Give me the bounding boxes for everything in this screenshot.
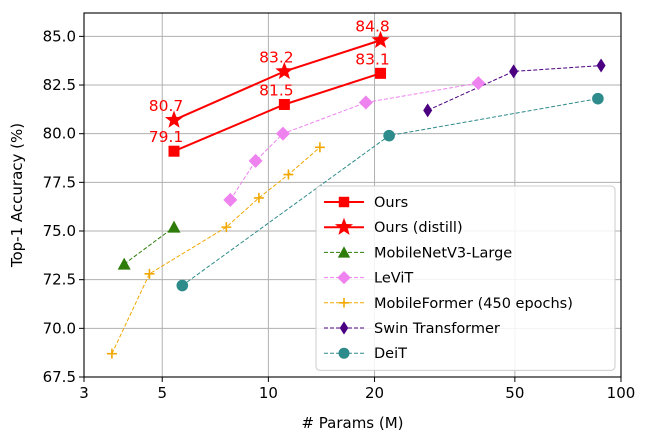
data-point: [168, 145, 180, 157]
legend-entry: MobileFormer (450 epochs): [374, 296, 573, 312]
data-point: [471, 76, 486, 91]
legend-marker: [338, 347, 350, 359]
data-label: 80.7: [149, 97, 184, 115]
legend-entry: LeViT: [374, 271, 413, 287]
x-axis-label: # Params (M): [301, 414, 403, 432]
data-label: 79.1: [149, 128, 184, 146]
data-point: [275, 61, 294, 80]
y-tick-label: 80.0: [43, 125, 76, 143]
data-point: [278, 98, 290, 110]
data-point: [164, 110, 184, 128]
x-tick-label: 10: [259, 384, 278, 402]
data-point: [592, 92, 604, 105]
data-point: [314, 142, 325, 153]
data-point: [383, 129, 395, 142]
data-label: 81.5: [259, 81, 294, 99]
y-tick-label: 67.5: [43, 368, 76, 386]
x-tick-label: 20: [365, 384, 384, 402]
legend-entry: Ours: [374, 195, 408, 211]
data-point: [176, 279, 189, 292]
data-point: [144, 268, 155, 279]
data-point: [223, 192, 238, 207]
legend-marker: [337, 246, 351, 258]
data-point: [253, 192, 264, 203]
legend-entry: Ours (distill): [374, 220, 463, 236]
x-tick-label: 5: [157, 384, 167, 402]
legend-marker: [334, 217, 354, 235]
legend-box: [315, 185, 616, 371]
y-tick-label: 85.0: [43, 27, 76, 45]
legend-marker: [339, 298, 349, 308]
legend-entry: DeiT: [374, 346, 407, 362]
plot-frame: [83, 12, 622, 378]
legend-marker: [337, 270, 351, 285]
data-point: [167, 220, 181, 233]
legend-marker: [339, 321, 349, 335]
data-point: [248, 153, 263, 168]
series-line: [123, 226, 175, 265]
y-tick-label: 70.0: [43, 319, 76, 337]
data-point: [596, 58, 606, 73]
data-label: 83.1: [355, 50, 390, 68]
x-tick-label: 3: [79, 384, 89, 402]
x-tick-label: 100: [607, 384, 636, 402]
data-point: [117, 257, 131, 270]
legend-entry: Swin Transformer: [374, 321, 500, 337]
legend: Ours Ours (distill) MobileNetV3-Large LeViT…: [315, 185, 616, 371]
data-point: [375, 67, 387, 79]
series-line: [427, 65, 602, 111]
data-point: [423, 103, 433, 118]
x-tick-label: 50: [505, 384, 524, 402]
data-labels: 79.1 81.5 83.1 80.7 83.2 84.8: [149, 17, 390, 146]
series-markers: [106, 30, 606, 359]
legend-marker: [338, 196, 350, 208]
ticks: 3 5 10 20 50 100 67.5 70.0 72.5 75.0 77.5 80.0 82.5 8…: [43, 27, 636, 402]
data-point: [106, 348, 117, 359]
data-point: [509, 64, 519, 79]
data-point: [283, 169, 294, 180]
data-label: 84.8: [355, 17, 390, 35]
data-label: 83.2: [259, 48, 294, 66]
y-tick-label: 82.5: [43, 76, 76, 94]
legend-entry: MobileNetV3-Large: [374, 245, 512, 261]
y-tick-label: 72.5: [43, 271, 76, 289]
data-point: [371, 30, 390, 48]
data-point: [221, 222, 232, 233]
y-axis-label: Top-1 Accuracy (%): [8, 123, 26, 268]
series-line: [111, 146, 321, 354]
data-point: [275, 126, 290, 141]
y-tick-label: 77.5: [43, 173, 76, 191]
data-point: [358, 95, 373, 110]
y-tick-label: 75.0: [43, 222, 76, 240]
